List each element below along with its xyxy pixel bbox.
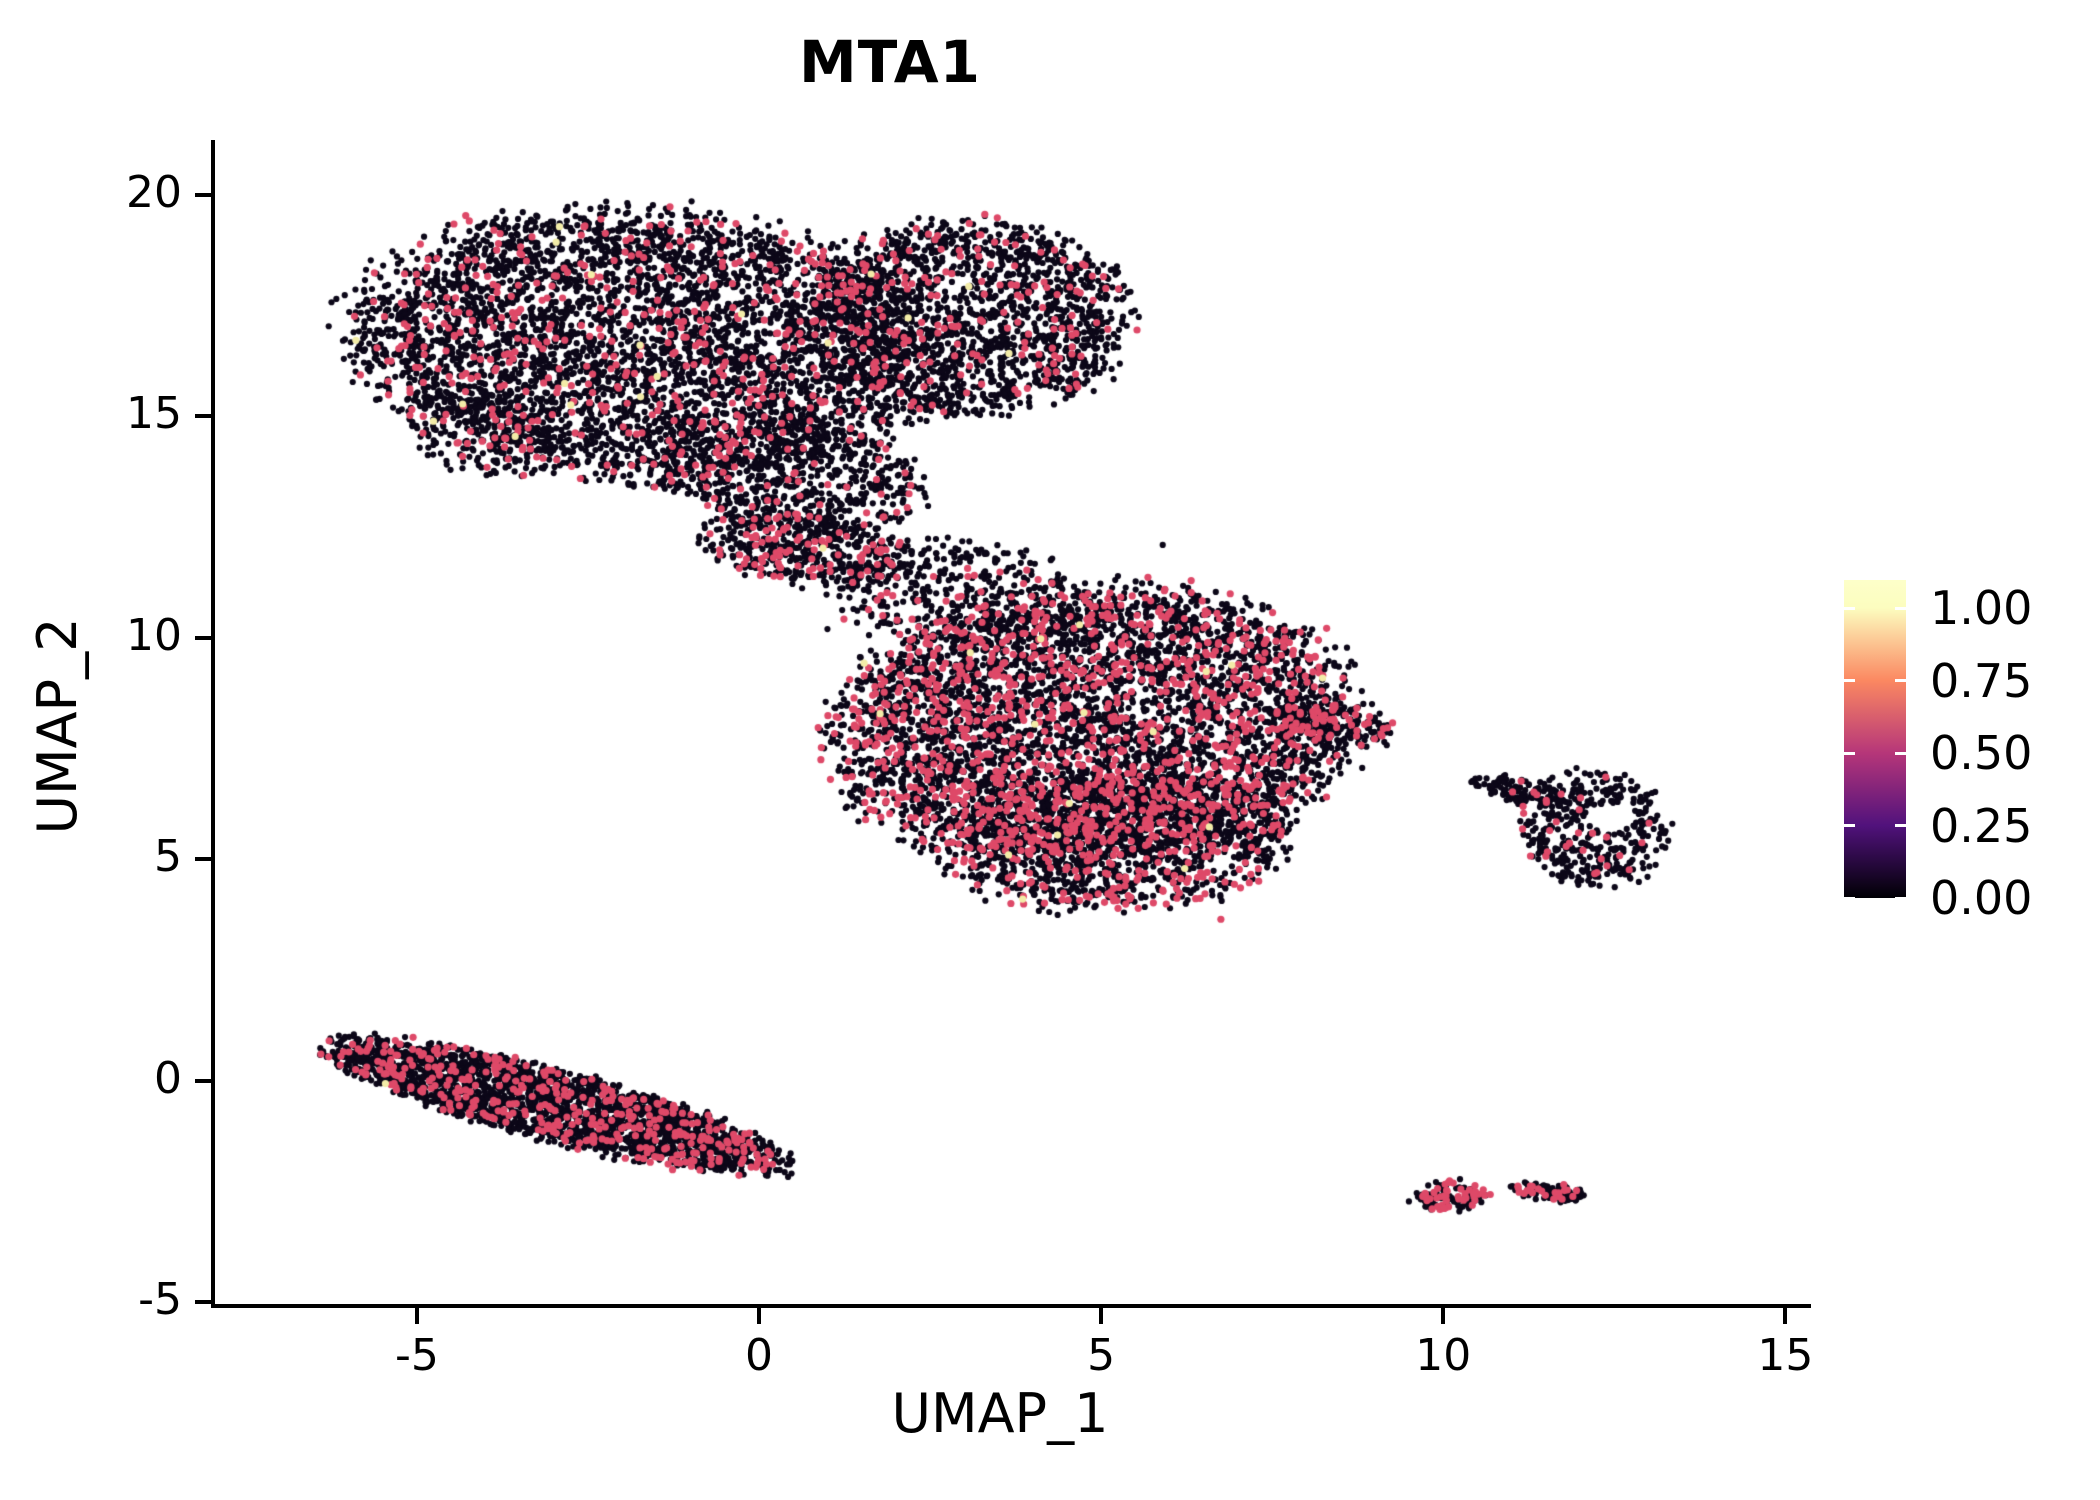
x-tick-label: 5 — [1087, 1330, 1116, 1381]
expression-colorbar — [1844, 580, 1906, 898]
y-axis-title: UMAP_2 — [26, 617, 89, 835]
x-tick-label: 10 — [1415, 1330, 1472, 1381]
x-tick-label: 15 — [1757, 1330, 1814, 1381]
colorbar-label: 0.25 — [1930, 798, 2033, 853]
y-tick-label: -5 — [138, 1274, 182, 1326]
colorbar-tick — [1844, 896, 1855, 900]
y-tick — [195, 635, 211, 640]
y-axis-line — [211, 140, 215, 1308]
y-tick-label: 15 — [126, 388, 182, 440]
x-tick — [1441, 1308, 1446, 1324]
y-tick — [195, 192, 211, 197]
y-tick — [195, 1300, 211, 1305]
colorbar-tick — [1844, 679, 1855, 682]
colorbar-tick — [1895, 606, 1906, 610]
y-tick — [195, 857, 211, 862]
colorbar-tick — [1844, 751, 1855, 755]
colorbar-label: 1.00 — [1930, 581, 2033, 635]
y-tick-label: 0 — [154, 1052, 182, 1104]
colorbar-tick — [1895, 679, 1906, 682]
colorbar-tick — [1895, 751, 1906, 755]
x-tick — [414, 1308, 419, 1324]
x-tick — [757, 1308, 762, 1324]
y-tick-label: 20 — [126, 166, 182, 218]
x-tick-label: 0 — [745, 1330, 774, 1381]
y-tick — [195, 1078, 211, 1083]
y-tick-label: 10 — [126, 609, 182, 661]
colorbar-label: 0.00 — [1930, 871, 2033, 925]
colorbar-label: 0.50 — [1930, 726, 2033, 780]
colorbar-tick — [1844, 606, 1855, 610]
x-axis-title: UMAP_1 — [891, 1382, 1109, 1445]
x-tick — [1783, 1308, 1788, 1324]
colorbar-tick — [1844, 824, 1855, 827]
x-axis-line — [211, 1304, 1811, 1308]
x-tick-label: -5 — [394, 1330, 439, 1381]
x-tick — [1099, 1308, 1104, 1324]
y-tick-label: 5 — [154, 831, 182, 883]
y-tick — [195, 414, 211, 419]
plot-title: MTA1 — [798, 28, 982, 96]
colorbar-label: 0.75 — [1930, 653, 2033, 708]
colorbar-tick — [1895, 896, 1906, 900]
colorbar-tick — [1895, 824, 1906, 827]
